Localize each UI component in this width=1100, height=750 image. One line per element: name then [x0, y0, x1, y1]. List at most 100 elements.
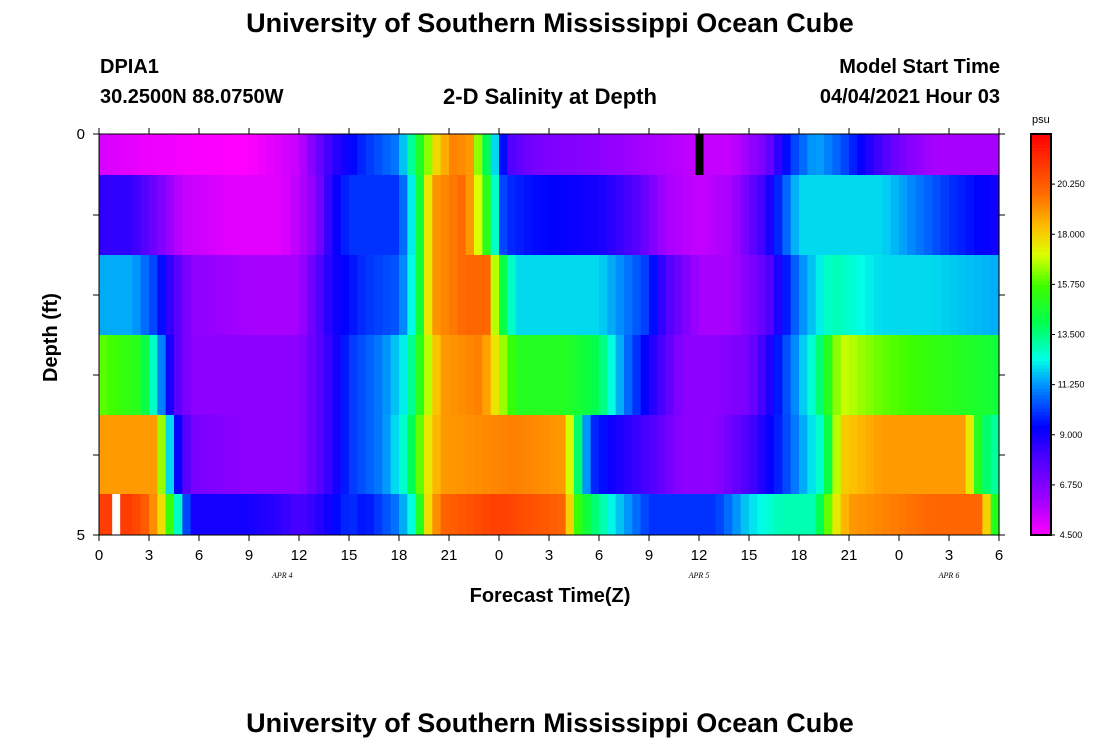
heatmap-cell — [140, 134, 150, 175]
heatmap-cell — [249, 255, 258, 335]
heatmap-cell — [474, 134, 483, 175]
heatmap-cell — [615, 255, 625, 335]
heatmap-cell — [724, 335, 733, 415]
heatmap-cell — [565, 134, 575, 175]
heatmap-cell — [182, 335, 192, 415]
colorbar-segment — [1031, 414, 1051, 419]
heatmap-cell — [757, 134, 767, 175]
heatmap-cell — [249, 415, 258, 494]
heatmap-cell — [665, 494, 675, 535]
colorbar-segment — [1031, 180, 1051, 185]
heatmap-cell — [699, 415, 708, 494]
heatmap-cell — [174, 335, 183, 415]
heatmap-cell — [149, 255, 158, 335]
heatmap-cell — [232, 255, 242, 335]
heatmap-cell — [215, 335, 225, 415]
heatmap-cell — [982, 255, 992, 335]
heatmap-cell — [299, 335, 308, 415]
heatmap-cell — [290, 134, 300, 175]
heatmap-cell — [332, 134, 342, 175]
heatmap-cell — [699, 175, 708, 255]
x-tick-label: 21 — [441, 547, 458, 564]
colorbar-segment — [1031, 267, 1051, 272]
heatmap-cell — [240, 335, 250, 415]
heatmap-cell — [599, 335, 608, 415]
heatmap-cell — [190, 494, 200, 535]
heatmap-cell — [357, 255, 367, 335]
heatmap-cell — [199, 335, 208, 415]
colorbar-segment — [1031, 230, 1051, 235]
heatmap-cell — [399, 175, 408, 255]
heatmap-cell — [390, 175, 400, 255]
heatmap-cell — [607, 335, 617, 415]
heatmap-cell — [115, 134, 125, 175]
heatmap-cell — [274, 335, 283, 415]
heatmap-cell — [449, 335, 458, 415]
heatmap-cell — [665, 415, 675, 494]
heatmap-cell — [649, 255, 658, 335]
x-tick-label: 3 — [945, 547, 953, 564]
colorbar-tick-label: 15.750 — [1057, 279, 1085, 289]
heatmap-cell — [649, 415, 658, 494]
x-tick-label: 12 — [691, 547, 708, 564]
heatmap-cell — [482, 255, 492, 335]
heatmap-cell — [882, 494, 892, 535]
colorbar-segment — [1031, 531, 1051, 536]
colorbar-tick-label: 6.750 — [1060, 480, 1083, 490]
colorbar-segment — [1031, 504, 1051, 509]
date-label: APR 5 — [688, 571, 710, 580]
heatmap-cell — [382, 175, 392, 255]
heatmap-cell — [449, 415, 458, 494]
heatmap-cell — [432, 494, 442, 535]
heatmap-cell — [782, 415, 792, 494]
heatmap-cell — [940, 175, 950, 255]
heatmap-cell — [390, 134, 400, 175]
heatmap-cell — [632, 335, 642, 415]
colorbar-segment — [1031, 291, 1051, 295]
colorbar-segment — [1031, 281, 1051, 285]
heatmap-cell — [340, 255, 350, 335]
heatmap-cell — [499, 255, 508, 335]
heatmap-cell — [807, 335, 817, 415]
heatmap-cell — [207, 335, 217, 415]
heatmap-cell — [315, 335, 325, 415]
heatmap-cell — [207, 415, 217, 494]
x-tick-label: 0 — [495, 547, 503, 564]
heatmap-cell — [107, 335, 117, 415]
heatmap-cell — [815, 494, 825, 535]
heatmap-cell — [415, 134, 425, 175]
heatmap-cell — [874, 255, 883, 335]
heatmap-cell — [182, 134, 192, 175]
heatmap-cell — [432, 255, 442, 335]
heatmap-cell — [849, 175, 858, 255]
heatmap-cell — [990, 134, 1000, 175]
heatmap-cell — [182, 255, 192, 335]
heatmap-cell — [890, 175, 900, 255]
colorbar-segment — [1031, 514, 1051, 519]
colorbar-segment — [1031, 167, 1051, 172]
heatmap-cell — [357, 335, 367, 415]
heatmap-cell — [757, 335, 767, 415]
heatmap-cell — [915, 134, 925, 175]
heatmap-cell — [315, 175, 325, 255]
heatmap-cell — [157, 415, 167, 494]
heatmap-cell — [582, 415, 592, 494]
heatmap-cell — [874, 335, 883, 415]
heatmap-cell — [282, 415, 292, 494]
marker-bar — [695, 134, 704, 175]
heatmap-cell — [690, 175, 700, 255]
heatmap-cell — [382, 134, 392, 175]
colorbar-segment — [1031, 184, 1051, 189]
heatmap-cell — [407, 255, 417, 335]
heatmap-cell — [632, 134, 642, 175]
colorbar-segment — [1031, 160, 1051, 165]
heatmap-cell — [957, 255, 967, 335]
heatmap-cell — [440, 175, 450, 255]
heatmap-cell — [640, 415, 650, 494]
colorbar-segment — [1031, 498, 1051, 503]
heatmap-cell — [165, 255, 175, 335]
heatmap-cell — [224, 494, 233, 535]
heatmap-cell — [824, 255, 833, 335]
heatmap-cell — [582, 134, 592, 175]
heatmap-cell — [299, 494, 308, 535]
